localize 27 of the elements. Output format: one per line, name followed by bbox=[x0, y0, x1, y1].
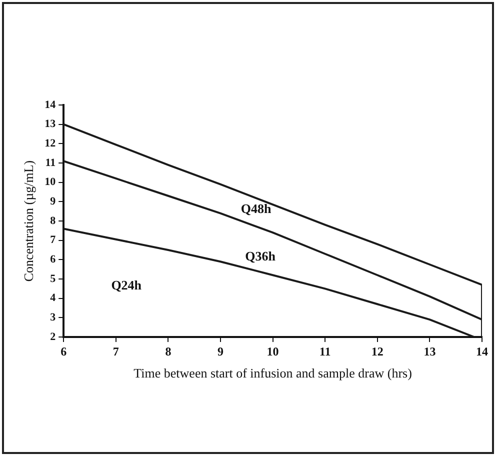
y-tick-label: 11 bbox=[45, 156, 56, 169]
x-tick-label: 12 bbox=[371, 344, 384, 358]
y-tick-label: 3 bbox=[50, 312, 56, 324]
x-tick-label: 13 bbox=[424, 344, 436, 358]
y-tick-label: 8 bbox=[50, 214, 56, 227]
annotation: Q24h bbox=[111, 277, 142, 292]
annotation: Q48h bbox=[240, 200, 272, 216]
y-tick-label: 5 bbox=[50, 272, 56, 285]
x-tick-label: 8 bbox=[165, 344, 172, 358]
x-axis-title: Time between start of infusion and sample draw (hrs) bbox=[134, 366, 412, 381]
x-tick-label: 10 bbox=[266, 344, 279, 358]
y-tick-label: 6 bbox=[50, 254, 56, 266]
y-tick-label: 9 bbox=[50, 196, 56, 208]
y-tick-label: 13 bbox=[44, 118, 56, 130]
y-tick-label: 12 bbox=[44, 138, 56, 150]
y-tick-label: 10 bbox=[44, 176, 56, 188]
x-tick-label: 14 bbox=[476, 344, 488, 358]
y-tick-label: 14 bbox=[44, 98, 56, 111]
y-tick-label: 7 bbox=[50, 234, 56, 246]
annotation: Q36h bbox=[245, 248, 276, 264]
y-axis-title: Concentration (µg/mL) bbox=[21, 160, 36, 282]
x-tick-label: 6 bbox=[60, 344, 67, 358]
x-tick-label: 7 bbox=[112, 344, 119, 358]
x-tick-label: 11 bbox=[319, 344, 331, 358]
y-tick-label: 4 bbox=[50, 292, 56, 304]
x-tick-label: 9 bbox=[218, 344, 224, 358]
y-tick-label: 2 bbox=[50, 330, 56, 343]
